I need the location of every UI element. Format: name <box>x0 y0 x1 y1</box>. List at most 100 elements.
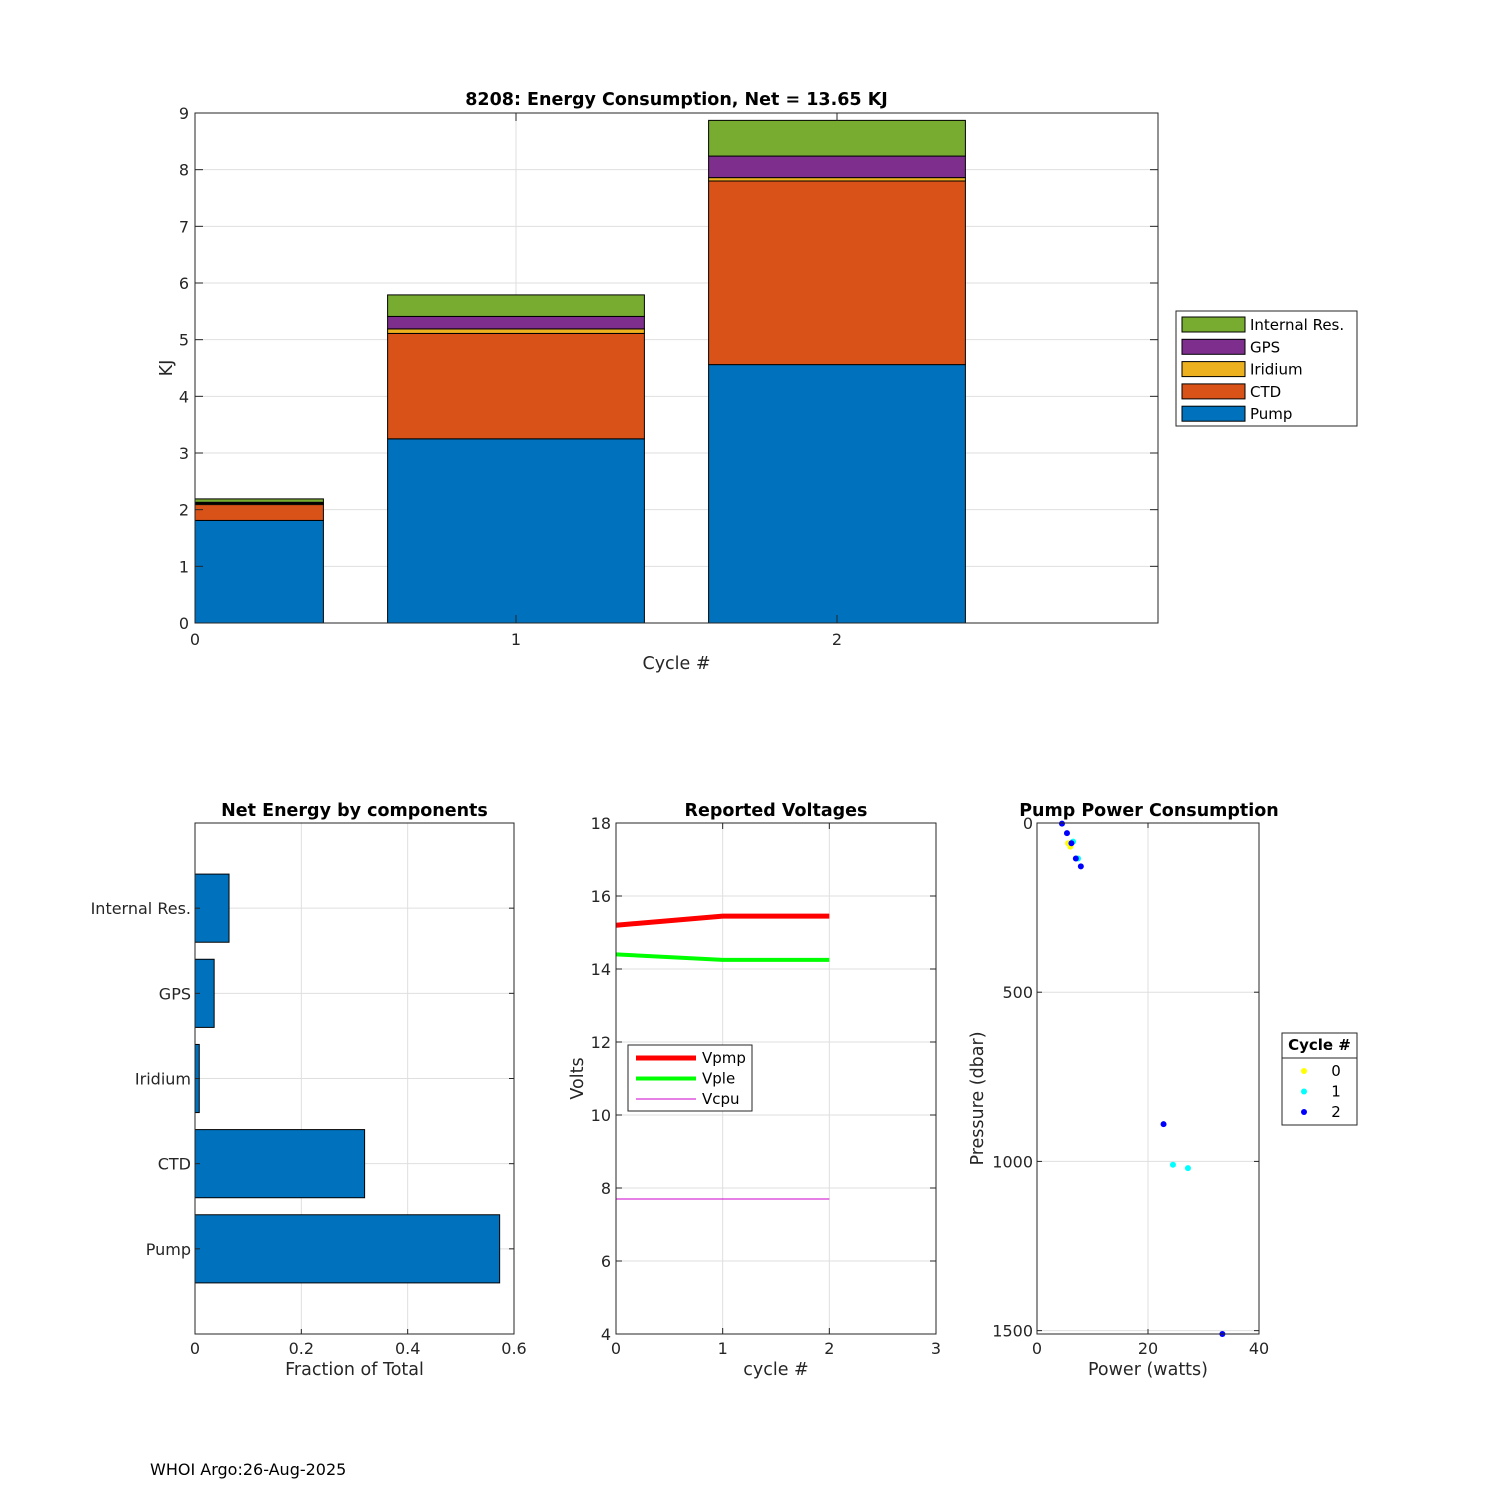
y-tick-label: 1500 <box>992 1322 1033 1341</box>
chart-title: Net Energy by components <box>221 801 488 821</box>
point-cycle-2 <box>1160 1121 1167 1128</box>
y-axis-label: Volts <box>568 1057 588 1099</box>
bar-gps-cycle-2 <box>708 155 966 179</box>
legend-marker-cycle-1 <box>1301 1088 1307 1095</box>
chart-title: Pump Power Consumption <box>1019 801 1279 821</box>
bar-pump <box>194 1214 501 1284</box>
x-tick-label: 0 <box>190 1339 200 1358</box>
point-cycle-1 <box>1169 1161 1176 1168</box>
y-tick-label: 4 <box>179 387 189 406</box>
y-tick-label: 9 <box>179 104 189 123</box>
y-tick-label: 0 <box>1023 814 1033 833</box>
x-tick-label: 2 <box>824 1339 834 1358</box>
point-cycle-1 <box>1184 1165 1191 1172</box>
bar-pump-cycle-0 <box>194 519 324 624</box>
point-cycle-2 <box>1063 830 1070 837</box>
y-tick-label-iridium: Iridium <box>135 1070 191 1089</box>
y-tick-label: 500 <box>1002 983 1033 1002</box>
point-cycle-2 <box>1058 820 1065 827</box>
bar-pump-cycle-1 <box>387 438 645 624</box>
legend-swatch-internal-res <box>1181 316 1246 333</box>
y-tick-label: 10 <box>591 1106 611 1125</box>
legend-label-internal-res: Internal Res. <box>1250 316 1344 334</box>
y-tick-label: 6 <box>179 274 189 293</box>
y-tick-label-pump: Pump <box>146 1240 191 1259</box>
y-axis-label: Pressure (dbar) <box>968 1031 988 1165</box>
y-tick-label: 8 <box>179 161 189 180</box>
bar-ctd <box>194 1129 366 1199</box>
x-axis-label: Power (watts) <box>1088 1360 1208 1380</box>
line-vpmp <box>615 913 830 928</box>
bar-internal-res <box>194 873 230 943</box>
bar-ctd-cycle-0 <box>194 504 324 521</box>
y-tick-label: 7 <box>179 217 189 236</box>
y-tick-label: 6 <box>601 1252 611 1271</box>
legend-swatch-pump <box>1181 405 1246 422</box>
x-tick-label: 40 <box>1249 1339 1269 1358</box>
y-tick-label: 5 <box>179 331 189 350</box>
y-tick-label: 18 <box>591 814 611 833</box>
bar-internal-res-cycle-1 <box>387 294 645 317</box>
y-tick-label: 1 <box>179 557 189 576</box>
legend-swatch-gps <box>1181 338 1246 355</box>
x-tick-label: 3 <box>931 1339 941 1358</box>
legend-label-vpmp: Vpmp <box>702 1049 746 1067</box>
point-cycle-2 <box>1077 863 1084 870</box>
footer-timestamp: WHOI Argo:26-Aug-2025 <box>150 1460 347 1479</box>
net-energy-components-chart: Pump CTD Iridium GPS Internal Res. 0 0.2 0.4 0.6… <box>91 801 527 1380</box>
x-tick-label: 0 <box>190 630 200 649</box>
x-tick-label: 1 <box>718 1339 728 1358</box>
x-tick-label: 0 <box>611 1339 621 1358</box>
point-cycle-2 <box>1068 840 1075 847</box>
y-tick-label-gps: GPS <box>159 984 191 1003</box>
legend-label-vple: Vple <box>702 1070 735 1088</box>
x-tick-label: 0 <box>1032 1339 1042 1358</box>
x-axis-label: Cycle # <box>642 654 710 674</box>
axes-box <box>194 112 1159 624</box>
bar-gps-cycle-1 <box>387 315 645 330</box>
y-tick-label: 4 <box>601 1325 611 1344</box>
x-tick-label: 2 <box>832 630 842 649</box>
y-tick-label: 16 <box>591 887 611 906</box>
legend-label-iridium: Iridium <box>1250 361 1303 379</box>
x-tick-label: 0.6 <box>501 1339 526 1358</box>
y-tick-label-internal-res: Internal Res. <box>91 899 191 918</box>
y-tick-label-ctd: CTD <box>158 1155 191 1174</box>
x-axis-label: Fraction of Total <box>285 1360 424 1380</box>
chart-title: 8208: Energy Consumption, Net = 13.65 KJ <box>465 90 888 110</box>
x-tick-label: 20 <box>1138 1339 1158 1358</box>
y-tick-label: 8 <box>601 1179 611 1198</box>
legend-label-gps: GPS <box>1250 338 1280 356</box>
y-tick-label: 3 <box>179 444 189 463</box>
y-tick-label: 2 <box>179 501 189 520</box>
x-tick-label: 1 <box>511 630 521 649</box>
bar-internal-res-cycle-0 <box>194 498 324 503</box>
legend-label-vcpu: Vcpu <box>702 1090 740 1108</box>
bar-ctd-cycle-1 <box>387 332 645 440</box>
legend-swatch-ctd <box>1181 383 1246 400</box>
x-tick-label: 0.4 <box>395 1339 420 1358</box>
bar-iridium-cycle-1 <box>387 328 645 334</box>
legend-title: Cycle # <box>1288 1036 1351 1054</box>
y-tick-label: 12 <box>591 1033 611 1052</box>
legend-label-cycle-0: 0 <box>1331 1062 1341 1080</box>
y-tick-label: 14 <box>591 960 611 979</box>
x-axis-label: cycle # <box>743 1360 808 1380</box>
chart-title: Reported Voltages <box>685 801 868 821</box>
bar-pump-cycle-2 <box>708 364 966 624</box>
bar-iridium-cycle-2 <box>708 177 966 182</box>
legend-swatch-iridium <box>1181 361 1246 378</box>
legend-label-ctd: CTD <box>1250 383 1281 401</box>
x-tick-label: 0.2 <box>289 1339 314 1358</box>
y-tick-label: 0 <box>179 614 189 633</box>
bar-ctd-cycle-2 <box>708 180 966 366</box>
axes-box <box>615 822 937 1335</box>
legend-label-cycle-1: 1 <box>1331 1083 1341 1101</box>
plot-area <box>195 113 1158 623</box>
energy-consumption-chart: 0 1 2 3 4 5 6 7 8 9 0 1 2 Cycle # KJ 8208: Energy Consu… <box>157 90 1358 674</box>
point-cycle-2 <box>1072 855 1079 862</box>
y-axis-label: KJ <box>157 360 177 377</box>
